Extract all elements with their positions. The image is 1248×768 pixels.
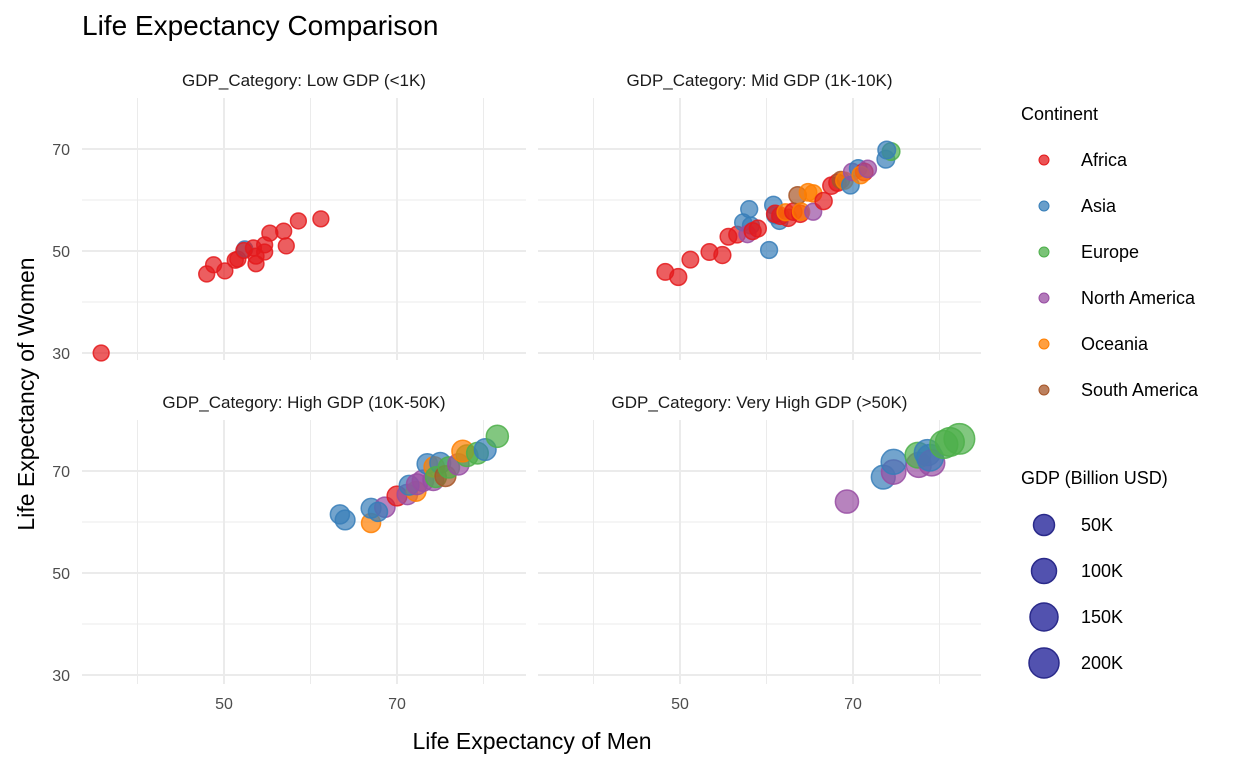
facet-strip-label: GDP_Category: Low GDP (<1K) bbox=[182, 71, 426, 90]
continent-legend: Continent Africa Asia Europe North America O… bbox=[1021, 104, 1199, 400]
legend-swatch-oceania bbox=[1038, 338, 1050, 350]
continent-legend-title: Continent bbox=[1021, 104, 1098, 124]
y-tick-label: 50 bbox=[52, 244, 70, 261]
gdp-size-legend: GDP (Billion USD) 50K 100K 150K 200K bbox=[1021, 468, 1168, 679]
size-legend-circle bbox=[1029, 602, 1059, 632]
x-axis-label: Life Expectancy of Men bbox=[412, 728, 651, 754]
legend-label: Oceania bbox=[1081, 334, 1149, 354]
facet-panel: GDP_Category: Mid GDP (1K-10K) bbox=[538, 71, 981, 360]
size-legend-circle bbox=[1030, 557, 1058, 585]
facet-panel: GDP_Category: Very High GDP (>50K) 50 70 bbox=[538, 393, 981, 713]
y-axis-label: Life Expectancy of Women bbox=[13, 257, 39, 530]
facet-strip-label: GDP_Category: Mid GDP (1K-10K) bbox=[626, 71, 892, 90]
data-point-north-america bbox=[834, 489, 860, 514]
legend-swatch-africa bbox=[1038, 154, 1050, 166]
data-point-africa bbox=[681, 250, 700, 269]
facet-panel: GDP_Category: Low GDP (<1K) 30 50 70 bbox=[52, 71, 526, 363]
data-point-africa bbox=[255, 243, 274, 261]
data-point-africa bbox=[289, 212, 308, 230]
x-tick-label: 50 bbox=[671, 696, 689, 713]
legend-label: South America bbox=[1081, 380, 1199, 400]
legend-label: Europe bbox=[1081, 242, 1139, 262]
legend-swatch-europe bbox=[1038, 246, 1050, 258]
chart-title: Life Expectancy Comparison bbox=[82, 10, 438, 41]
legend-swatch-asia bbox=[1038, 200, 1050, 212]
data-point-africa bbox=[275, 222, 293, 240]
x-tick-label: 70 bbox=[844, 696, 862, 713]
data-point-africa bbox=[748, 219, 768, 238]
data-point-africa bbox=[92, 344, 110, 362]
size-legend-label: 100K bbox=[1081, 561, 1123, 581]
gdp-legend-title: GDP (Billion USD) bbox=[1021, 468, 1168, 488]
facet-strip-label: GDP_Category: Very High GDP (>50K) bbox=[612, 393, 908, 412]
data-point-africa bbox=[277, 237, 295, 255]
legend-swatch-north-america bbox=[1038, 292, 1050, 304]
data-point-asia bbox=[334, 509, 356, 531]
y-tick-label: 30 bbox=[52, 668, 70, 685]
data-point-asia bbox=[740, 200, 759, 219]
size-legend-circle bbox=[1032, 513, 1056, 537]
data-point-asia bbox=[367, 501, 389, 523]
data-point-africa bbox=[713, 245, 732, 265]
size-legend-label: 50K bbox=[1081, 515, 1113, 535]
data-point-europe bbox=[943, 422, 976, 455]
data-point-asia bbox=[877, 140, 897, 160]
legend-label: North America bbox=[1081, 288, 1196, 308]
data-point-africa bbox=[814, 191, 833, 211]
data-point-asia bbox=[759, 240, 779, 260]
x-tick-label: 70 bbox=[388, 696, 406, 713]
size-legend-circle bbox=[1028, 647, 1060, 679]
data-point-africa bbox=[312, 210, 330, 228]
data-point-asia bbox=[880, 448, 907, 476]
y-tick-label: 50 bbox=[52, 566, 70, 583]
x-tick-label: 50 bbox=[215, 696, 233, 713]
data-point-europe bbox=[485, 424, 510, 449]
data-point-north-america bbox=[858, 159, 878, 179]
legend-label: Africa bbox=[1081, 150, 1128, 170]
facet-panel: GDP_Category: High GDP (10K-50K) 30 50 70 50… bbox=[52, 393, 526, 713]
y-tick-label: 70 bbox=[52, 464, 70, 481]
facet-strip-label: GDP_Category: High GDP (10K-50K) bbox=[162, 393, 445, 412]
y-tick-label: 30 bbox=[52, 346, 70, 363]
legend-label: Asia bbox=[1081, 196, 1117, 216]
legend-swatch-south-america bbox=[1038, 384, 1050, 396]
data-point-africa bbox=[216, 262, 234, 280]
data-point-africa bbox=[669, 267, 688, 287]
size-legend-label: 200K bbox=[1081, 653, 1123, 673]
y-tick-label: 70 bbox=[52, 142, 70, 159]
size-legend-label: 150K bbox=[1081, 607, 1123, 627]
